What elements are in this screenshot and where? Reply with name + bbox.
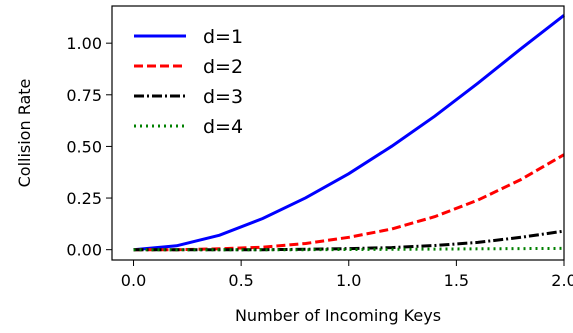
x-tick-label: 0.0 <box>121 271 146 290</box>
y-tick-label: 0.00 <box>66 241 102 260</box>
y-axis-label: Collision Rate <box>15 79 34 188</box>
legend: d=1 d=2 d=3 d=4 <box>134 26 243 138</box>
x-tick-label: 0.5 <box>228 271 253 290</box>
y-tick-label: 0.75 <box>66 86 102 105</box>
y-tick-label: 1.00 <box>66 34 102 53</box>
legend-label-3: d=3 <box>203 86 243 108</box>
plot-frame <box>111 5 565 261</box>
plot-area <box>133 14 565 252</box>
legend-label-1: d=1 <box>203 26 243 48</box>
legend-label-2: d=2 <box>203 56 243 78</box>
y-tick-label: 0.25 <box>66 189 102 208</box>
y-tick-label: 0.50 <box>66 137 102 156</box>
x-tick-label: 2.0 <box>551 271 573 290</box>
series-line-2 <box>133 153 565 252</box>
x-tick-label: 1.5 <box>444 271 469 290</box>
x-axis: 0.0 0.5 1.0 1.5 2.0 <box>121 260 573 290</box>
x-axis-label: Number of Incoming Keys <box>235 306 441 325</box>
y-axis: 0.00 0.25 0.50 0.75 1.00 <box>66 34 112 260</box>
series-line-1 <box>133 14 565 252</box>
legend-label-4: d=4 <box>203 116 243 138</box>
x-tick-label: 1.0 <box>336 271 361 290</box>
series-line-4 <box>133 246 565 252</box>
